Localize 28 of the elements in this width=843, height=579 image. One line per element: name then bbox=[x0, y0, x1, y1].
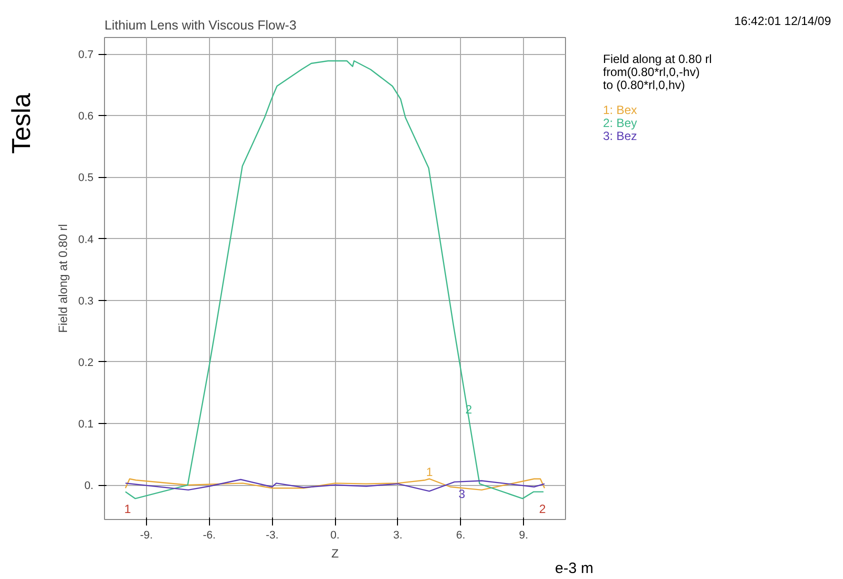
annotation: 1 bbox=[426, 465, 434, 480]
y-tick-label: 0. bbox=[84, 480, 94, 492]
x-tick-label: 6. bbox=[456, 530, 466, 542]
annotation: 1 bbox=[124, 502, 132, 516]
y-tick-label: 0.3 bbox=[78, 295, 94, 308]
y-tick-label: 0.7 bbox=[78, 49, 94, 62]
text: Tesla bbox=[4, 93, 37, 154]
annotation: 2 bbox=[539, 502, 546, 516]
line-series bbox=[124, 60, 544, 500]
x-tick-label: 0. bbox=[330, 530, 340, 542]
x-tick-label: 3. bbox=[393, 530, 402, 542]
chart-title: Lithium Lens with Viscous Flow-3 bbox=[104, 18, 296, 32]
y-tick-label: 0.1 bbox=[78, 418, 94, 430]
x-tick-label: -6. bbox=[202, 530, 216, 542]
y-tick-label: 0.5 bbox=[78, 172, 94, 184]
annotation: 3 bbox=[458, 486, 466, 501]
y-tick-label: 0.2 bbox=[78, 356, 94, 369]
text: 16:42:01 12/14/09 bbox=[734, 13, 831, 30]
legend-title: Field along at 0.80 rl from(0.80*rl,0,-hv) to (0.80*rl,0,hv) bbox=[603, 52, 712, 92]
x-tick-label: 9. bbox=[519, 530, 528, 542]
x-tick-label: -3. bbox=[266, 530, 279, 542]
y-axis-title: Field along at 0.80 rl bbox=[56, 224, 70, 333]
y-tick-label: 0.4 bbox=[78, 234, 94, 246]
text: 3: Bez bbox=[603, 129, 638, 145]
x-axis-title: Z bbox=[331, 546, 339, 560]
x-tick-label: -9. bbox=[140, 530, 153, 542]
text: e-3 m bbox=[555, 559, 594, 579]
y-tick-label: 0.6 bbox=[78, 110, 94, 123]
